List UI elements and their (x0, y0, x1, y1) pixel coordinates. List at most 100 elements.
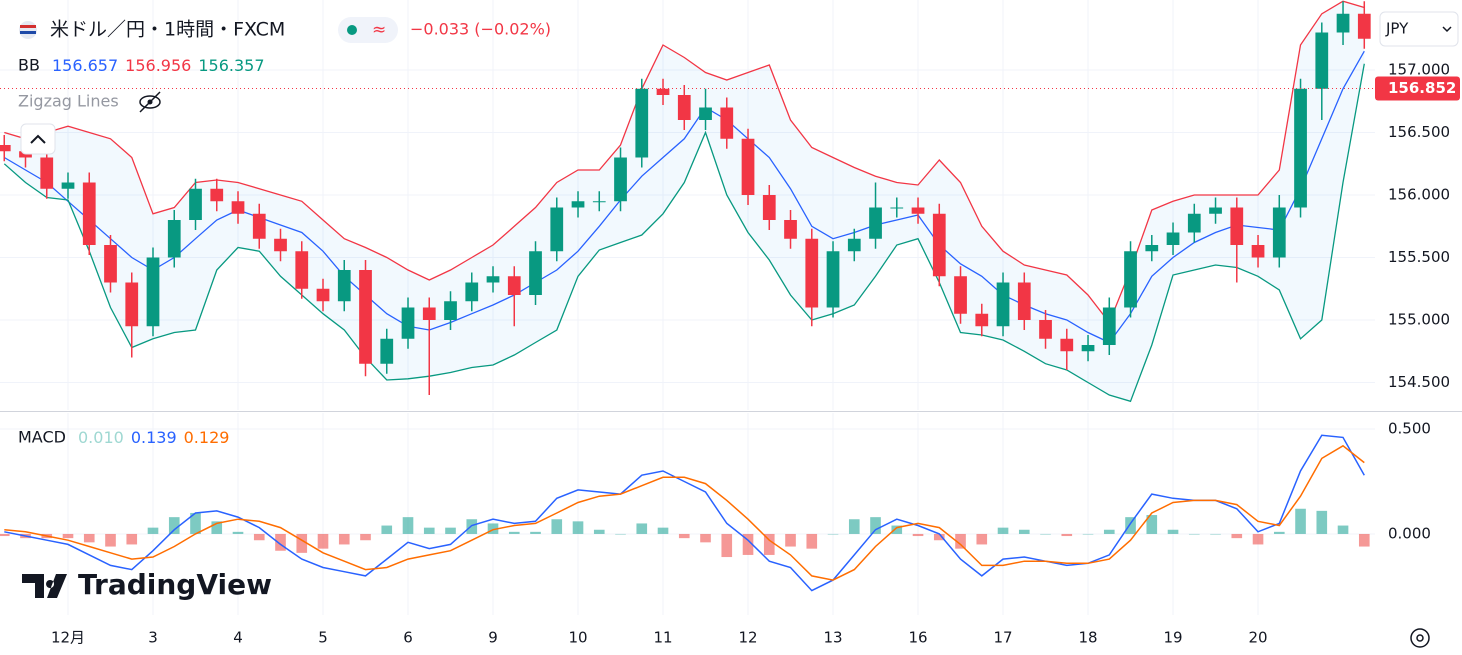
histogram-bar (83, 533, 95, 543)
candle-body (61, 182, 75, 189)
histogram-bar (1146, 515, 1158, 534)
dropdown-arrow (1442, 26, 1452, 33)
histogram-bar (870, 517, 881, 534)
candle-body (762, 195, 776, 220)
candle-body (1039, 320, 1052, 339)
candle-body (571, 201, 585, 208)
last-price-tag (1375, 76, 1460, 101)
candle-body (1166, 232, 1180, 245)
candle-body (274, 238, 287, 252)
macd-legend-label: MACD (18, 428, 66, 447)
candle-body (954, 276, 967, 314)
signal-line (4, 444, 1365, 581)
price-pane (0, 0, 1375, 403)
y-tick-label: 155.000 (1388, 311, 1450, 329)
x-tick-label: 18 (1078, 629, 1097, 647)
x-tick-label: 11 (653, 629, 672, 647)
histogram-bar (657, 527, 669, 534)
candle-body (1315, 32, 1329, 89)
y-tick-label: 154.500 (1388, 373, 1450, 391)
hidden-eye-icon[interactable] (139, 91, 161, 113)
x-tick-label: 10 (568, 629, 587, 647)
histogram-bar (466, 519, 478, 534)
bb-basis (3, 50, 1365, 344)
histogram-bar (360, 533, 371, 541)
candle-body (1294, 88, 1307, 208)
histogram-bar (615, 533, 626, 535)
histogram-bar (593, 529, 605, 534)
histogram-bar (1040, 533, 1051, 535)
candle-body (1209, 207, 1222, 214)
candle-body (869, 207, 882, 239)
candle-body (1017, 282, 1031, 320)
candle-body (911, 207, 925, 214)
x-tick-label: 16 (908, 629, 927, 647)
currency-dropdown[interactable] (1379, 11, 1459, 47)
histogram-bar (997, 527, 1009, 534)
candle-body (890, 207, 904, 209)
candle-body (295, 251, 309, 289)
last-price-label: 156.852 (1388, 79, 1456, 97)
flag-stripe (20, 25, 36, 28)
candle-body (996, 282, 1010, 327)
legend-value: 0.010 (78, 428, 124, 447)
candle-body (444, 301, 457, 320)
bb-upper (4, 0, 1365, 324)
axes: 154.500 155.000 155.500 156.000 156.500 157.0… (51, 61, 1460, 647)
macd-legend-values: 0.010 0.139 0.129 (78, 428, 229, 447)
flag-icon (19, 21, 37, 39)
histogram-bar (678, 533, 690, 539)
candle-body (82, 182, 96, 245)
candle-body (1102, 307, 1116, 345)
bb-lower (3, 63, 1365, 403)
candle-body (104, 245, 117, 283)
histogram-bar (1125, 517, 1136, 534)
histogram-bar (105, 533, 116, 547)
histogram-bar (126, 533, 138, 545)
candle-body (847, 238, 861, 252)
currency-label: JPY (1385, 20, 1409, 38)
x-tick-label: 9 (488, 629, 498, 647)
status-badge[interactable] (338, 17, 398, 43)
histogram-bar (1167, 529, 1179, 534)
y-tick-label: 156.500 (1388, 123, 1450, 141)
histogram-bar (763, 533, 775, 555)
histogram-bar (806, 533, 818, 549)
candle-body (1145, 245, 1159, 252)
macd-pane (0, 434, 1370, 592)
histogram-bar (700, 533, 711, 543)
settings-icon[interactable] (1410, 628, 1430, 648)
histogram-bar (211, 521, 223, 534)
macd-line (4, 434, 1365, 592)
candle-body (359, 270, 372, 364)
collapse-button[interactable] (20, 123, 56, 155)
candle-body (380, 338, 394, 364)
histogram-bar (955, 533, 966, 549)
candle-body (1124, 251, 1137, 308)
candle-body (550, 207, 564, 252)
bb-legend-values: 156.657 156.956 156.357 (52, 56, 265, 75)
y-tick-label: 0.500 (1388, 419, 1431, 437)
histogram-bar (1103, 529, 1115, 534)
histogram-bar (168, 517, 180, 534)
collapse-icon (30, 134, 46, 144)
histogram-bar (933, 533, 945, 541)
candle-body (1251, 245, 1265, 258)
candle-body (401, 307, 415, 339)
histogram-bar (912, 533, 924, 537)
symbol-title: 米ドル／円・1時間・FXCM (50, 19, 285, 41)
histogram-bar (317, 533, 329, 549)
histogram-bar (1018, 529, 1030, 534)
candle-body (784, 220, 797, 239)
candle-body (210, 188, 224, 202)
flag-stripe (20, 31, 36, 34)
histogram-bar (0, 533, 10, 537)
histogram-bar (275, 533, 286, 551)
candle-body (741, 138, 755, 195)
histogram-bar (976, 533, 988, 545)
candle-body (337, 270, 351, 302)
candle-body (932, 213, 946, 277)
x-tick-label: 3 (148, 629, 158, 647)
candle-body (1187, 213, 1201, 233)
